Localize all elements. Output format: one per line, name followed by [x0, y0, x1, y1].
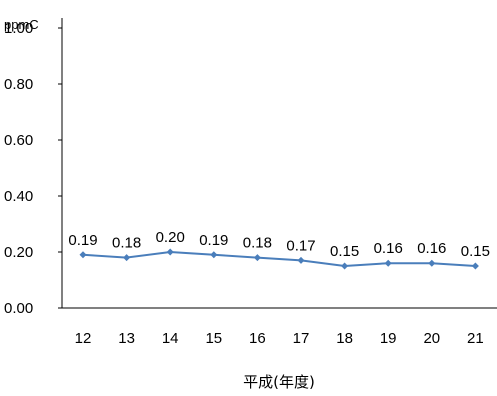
y-tick-label: 0.80 — [4, 76, 33, 93]
y-axis-ticks: 0.00 0.20 0.40 0.60 0.80 1.00 — [4, 20, 62, 317]
x-tick-label: 21 — [467, 330, 484, 347]
data-labels: 0.19 0.18 0.20 0.19 0.18 0.17 0.15 0.16 0.16 0.15 — [68, 229, 490, 260]
y-tick-label: 0.60 — [4, 132, 33, 149]
x-tick-label: 16 — [249, 330, 266, 347]
x-tick-label: 14 — [162, 330, 179, 347]
data-point — [297, 256, 305, 264]
data-point — [428, 259, 436, 267]
y-tick-label: 0.20 — [4, 244, 33, 261]
y-tick-label: 1.00 — [4, 20, 33, 37]
data-point — [253, 254, 261, 262]
x-tick-label: 15 — [205, 330, 222, 347]
x-axis-label: 平成(年度) — [243, 373, 315, 391]
data-label: 0.18 — [112, 235, 141, 252]
data-label: 0.16 — [374, 240, 403, 257]
y-tick-label: 0.40 — [4, 188, 33, 205]
data-point — [210, 251, 218, 259]
x-tick-label: 18 — [336, 330, 353, 347]
data-point — [471, 262, 479, 270]
data-point — [166, 248, 174, 256]
y-tick-label: 0.00 — [4, 300, 33, 317]
x-tick-label: 13 — [118, 330, 135, 347]
x-axis-ticks: 12 13 14 15 16 17 18 19 20 21 — [75, 330, 484, 347]
y-axis-unit-label: ppmC — [4, 17, 39, 32]
x-tick-label: 20 — [423, 330, 440, 347]
data-point — [384, 259, 392, 267]
data-label: 0.18 — [243, 235, 272, 252]
series-points — [79, 248, 479, 270]
series-line — [82, 250, 476, 268]
data-point — [341, 262, 349, 270]
data-label: 0.20 — [156, 229, 185, 246]
x-tick-label: 12 — [75, 330, 92, 347]
data-label: 0.15 — [330, 243, 359, 260]
data-label: 0.16 — [417, 240, 446, 257]
x-tick-label: 19 — [380, 330, 397, 347]
data-point — [79, 251, 87, 259]
data-label: 0.19 — [68, 232, 97, 249]
data-label: 0.19 — [199, 232, 228, 249]
data-label: 0.17 — [286, 237, 315, 254]
data-point — [123, 254, 131, 262]
x-tick-label: 17 — [293, 330, 310, 347]
data-label: 0.15 — [461, 243, 490, 260]
